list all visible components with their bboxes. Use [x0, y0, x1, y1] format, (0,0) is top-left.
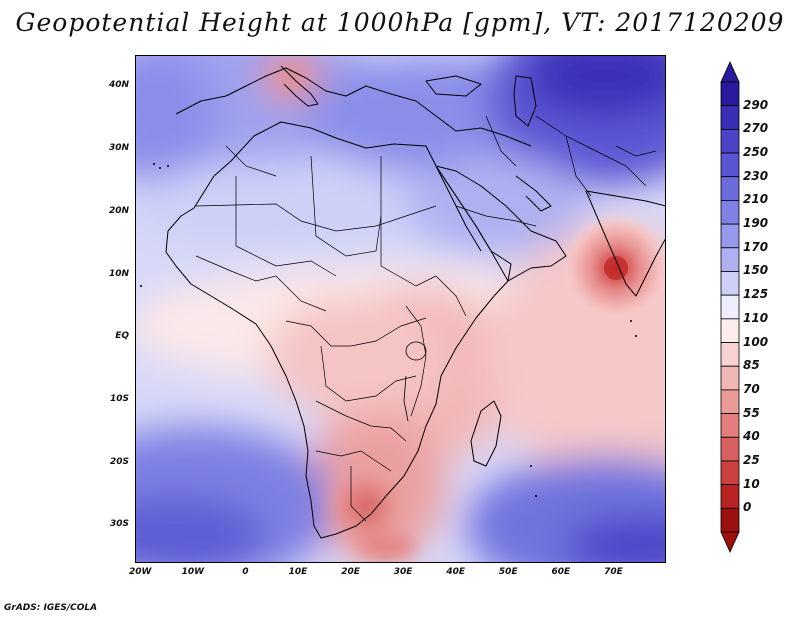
colorbar-swatch [720, 460, 740, 486]
colorbar-label: 230 [743, 168, 769, 183]
field-smooth-layer [136, 56, 665, 562]
lat-label: 10N [108, 268, 129, 279]
lat-label: 40N [108, 80, 129, 91]
islands [140, 163, 637, 497]
lon-label: 20E [341, 567, 360, 577]
lon-label: 40E [446, 567, 466, 577]
colorbar [720, 61, 740, 553]
coastlines [165, 65, 665, 539]
colorbar-bottom-arrow [720, 531, 740, 553]
colorbar-swatch [720, 365, 740, 391]
colorbar-swatch [720, 484, 740, 509]
footer-credit: GrADS: IGES/COLA [4, 603, 98, 613]
colorbar-label: 40 [743, 429, 760, 444]
lat-label: 20N [108, 205, 129, 216]
colorbar-label: 290 [743, 97, 769, 112]
lat-label: 30S [109, 519, 129, 530]
colorbar-swatch [720, 247, 740, 272]
colorbar-swatch [720, 342, 740, 367]
colorbar-swatch [720, 294, 740, 320]
lake-victoria [405, 341, 427, 361]
colorbar-label: 85 [743, 358, 760, 373]
colorbar-label: 110 [743, 310, 769, 325]
colorbar-swatch [720, 81, 740, 107]
colorbar-label: 10 [743, 476, 760, 491]
colorbar-label: 250 [743, 145, 769, 160]
map-title: Geopotential Height at 1000hPa [gpm], VT… [15, 8, 785, 37]
lon-label: 50E [498, 567, 518, 577]
colorbar-swatch [720, 176, 740, 201]
lat-label: 20S [109, 456, 129, 467]
colorbar-label: 55 [743, 405, 760, 420]
colorbar-label: 70 [743, 381, 760, 396]
map-panel [135, 55, 666, 563]
colorbar-swatch [720, 200, 740, 225]
lat-label: EQ [115, 331, 129, 342]
geopotential-field [136, 56, 665, 562]
lon-label: 60E [551, 567, 571, 577]
lake-tanganyika [403, 375, 409, 422]
lat-label: 30N [108, 143, 129, 154]
field-detail-layer [273, 64, 416, 561]
colorbar-swatch [720, 413, 740, 438]
colorbar-label: 190 [743, 216, 769, 231]
colorbar-swatch [720, 389, 740, 414]
lon-label: 0 [242, 567, 249, 577]
colorbar-swatch [720, 507, 740, 533]
colorbar-swatch [720, 318, 740, 343]
lon-label: 20W [129, 567, 152, 577]
colorbar-swatch [720, 223, 740, 249]
colorbar-label: 100 [743, 334, 769, 349]
lon-label: 30E [393, 567, 413, 577]
colorbar-label: 125 [743, 287, 769, 302]
colorbar-swatch [720, 128, 740, 154]
borders [195, 115, 657, 522]
colorbar-swatch [720, 271, 740, 296]
colorbar-label: 270 [743, 121, 769, 136]
colorbar-swatch [720, 152, 740, 178]
lat-label: 10S [109, 393, 129, 404]
lon-label: 70E [604, 567, 623, 577]
colorbar-label: 150 [743, 263, 769, 278]
lon-label: 10W [181, 567, 205, 577]
colorbar-swatch [720, 105, 740, 130]
lon-label: 10E [288, 567, 308, 577]
colorbar-top-arrow [720, 61, 740, 83]
colorbar-label: 0 [743, 500, 752, 515]
colorbar-swatch [720, 436, 740, 462]
colorbar-label: 170 [743, 239, 769, 254]
colorbar-label: 25 [743, 452, 760, 467]
colorbar-label: 210 [743, 192, 769, 207]
